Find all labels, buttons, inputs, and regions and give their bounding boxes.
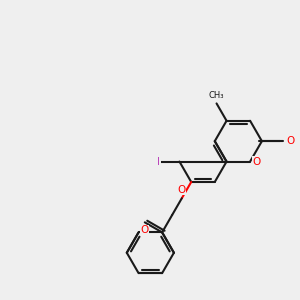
- Text: O: O: [141, 225, 149, 235]
- Text: O: O: [286, 136, 294, 146]
- Text: O: O: [178, 185, 186, 195]
- Text: I: I: [157, 157, 160, 166]
- Text: CH₃: CH₃: [209, 92, 224, 100]
- Text: O: O: [253, 157, 261, 166]
